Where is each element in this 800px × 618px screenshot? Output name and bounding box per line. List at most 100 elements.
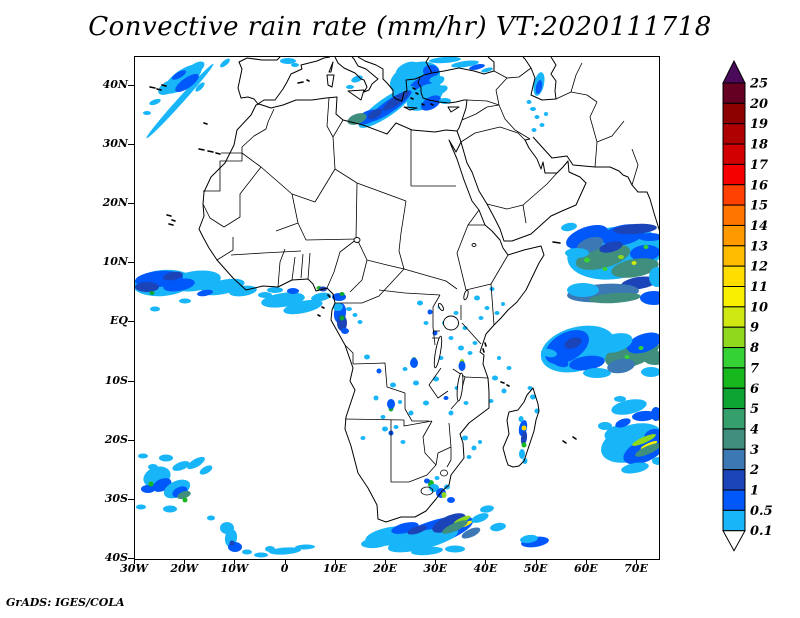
map-plot	[134, 56, 660, 560]
lat-tick-label: 40N	[102, 78, 128, 91]
rain-cell	[544, 112, 548, 116]
rain-cell	[472, 341, 478, 345]
coastlines	[198, 57, 659, 523]
lon-tick-label: 20W	[170, 562, 199, 575]
rain-cell	[519, 449, 525, 459]
lat-tick	[128, 85, 134, 86]
rain-cell	[497, 356, 501, 360]
rain-cell	[599, 241, 623, 253]
rain-cell	[481, 67, 493, 73]
rain-cell	[413, 380, 419, 386]
colorbar-label: 1	[750, 484, 759, 499]
colorbar-label: 0.1	[750, 524, 773, 539]
lat-tick-label: 30N	[102, 137, 128, 151]
rain-cell	[615, 418, 631, 428]
rain-cell	[280, 58, 296, 64]
rain-cell	[640, 291, 659, 305]
rain-cell	[530, 107, 536, 111]
colorbar-box	[722, 143, 746, 165]
rain-cell	[474, 295, 480, 301]
rain-cell	[432, 85, 448, 95]
rain-cell	[638, 233, 659, 241]
rain-cell	[564, 337, 582, 349]
rain-cell	[229, 285, 257, 297]
rain-cell	[197, 289, 213, 297]
lon-tick-label: 50E	[523, 562, 548, 575]
lon-tick-label: 70E	[624, 562, 648, 575]
rain-cell	[172, 461, 190, 471]
lakes	[353, 237, 477, 402]
colorbar-label: 12	[750, 260, 768, 275]
rain-cell	[341, 328, 349, 334]
rain-cell	[597, 333, 633, 353]
rain-cell	[136, 504, 146, 510]
rain-cell	[618, 255, 624, 259]
lon-tick-label: 0	[280, 562, 289, 575]
rain-cell	[175, 73, 199, 93]
rain-cell	[400, 440, 406, 444]
rain-cell	[346, 307, 352, 311]
rain-cell	[471, 445, 477, 451]
lon-tick	[184, 559, 186, 564]
rain-cell	[635, 443, 659, 457]
rain-cell	[613, 223, 657, 235]
colorbar-box	[722, 448, 746, 471]
rain-cell	[402, 367, 408, 371]
colorbar-box	[722, 102, 746, 125]
lon-tick-label: 30W	[120, 562, 148, 575]
rain-cell	[626, 332, 659, 354]
country-borders	[202, 62, 639, 496]
rain-cell	[433, 376, 439, 382]
rain-cell	[138, 453, 148, 459]
lon-tick	[234, 559, 236, 564]
rain-cell	[614, 396, 626, 402]
rain-cell	[631, 261, 637, 265]
colorbar-box	[722, 204, 746, 226]
lon-tick	[636, 559, 637, 564]
colorbar-box	[722, 82, 746, 104]
rain-cell	[185, 61, 205, 77]
rain-cell	[287, 288, 299, 294]
rain-cell	[522, 458, 528, 464]
rain-cell	[432, 513, 466, 533]
rain-cell	[395, 61, 419, 77]
lat-tick-label: 10S	[104, 373, 128, 387]
colorbar-label: 16	[750, 178, 768, 193]
rain-cell	[584, 257, 590, 263]
rain-cell	[480, 505, 494, 513]
rain-cell	[352, 313, 358, 317]
rain-cell	[357, 320, 363, 324]
colorbar-label: 20	[749, 97, 768, 112]
rain-cell	[376, 368, 382, 374]
rain-cell	[135, 282, 159, 292]
rain-cell	[163, 505, 177, 513]
rain-cell	[311, 292, 331, 302]
rain-cell	[434, 476, 440, 480]
lat-tick	[128, 380, 134, 382]
colorbar-box	[722, 367, 746, 389]
lon-tick	[535, 559, 537, 564]
colorbar-label: 2	[749, 463, 759, 478]
rain-cell	[539, 123, 545, 127]
rain-cell	[146, 63, 214, 139]
rain-cell	[518, 416, 524, 422]
rain-cell	[367, 108, 383, 120]
rain-cell	[501, 302, 505, 306]
lat-tick	[128, 321, 134, 323]
rain-cell	[458, 345, 464, 351]
colorbar-box	[722, 326, 746, 349]
rain-cell	[632, 410, 656, 422]
colorbar-label: 10	[750, 300, 768, 315]
colorbar-label: 25	[749, 77, 768, 92]
lat-tick	[128, 262, 134, 264]
colorbar-box	[722, 469, 746, 491]
colorbar-label: 6	[750, 382, 759, 397]
rain-cell	[520, 534, 538, 544]
rain-cell	[501, 388, 507, 394]
colorbar-label: 18	[750, 138, 768, 153]
rain-cell	[361, 537, 389, 549]
colorbar-label: 15	[750, 199, 768, 214]
rain-cell	[195, 82, 205, 92]
lon-tick	[585, 559, 587, 564]
colorbar-label: 0.5	[750, 504, 773, 519]
